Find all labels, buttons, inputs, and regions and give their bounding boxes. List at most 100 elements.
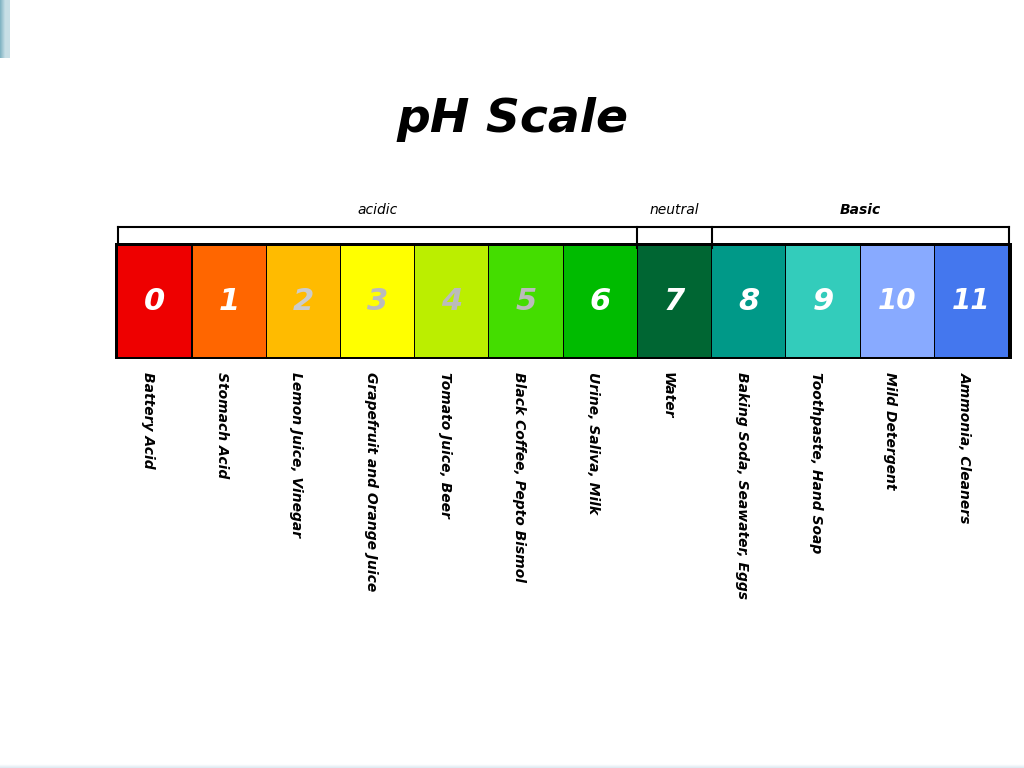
Text: 0: 0	[144, 287, 166, 316]
Bar	[3, 0, 8, 58]
Bar	[1, 0, 6, 58]
Bar	[0, 761, 1024, 765]
Bar	[4, 0, 9, 58]
Bar	[0, 761, 1024, 765]
Bar	[0, 763, 1024, 766]
Bar	[4, 0, 9, 58]
Bar	[0, 763, 1024, 767]
Bar	[935, 246, 1008, 357]
Bar	[3, 0, 8, 58]
Bar	[0, 763, 1024, 766]
Bar	[1, 0, 6, 58]
Bar	[2, 0, 7, 58]
Bar	[0, 762, 1024, 766]
Bar	[0, 762, 1024, 766]
Bar	[0, 762, 1024, 766]
Bar	[3, 0, 8, 58]
Text: Water: Water	[660, 372, 675, 419]
Bar	[2, 0, 7, 58]
Bar	[0, 763, 1024, 766]
Bar	[0, 761, 1024, 765]
Text: Black Coffee, Pepto Bismol: Black Coffee, Pepto Bismol	[512, 372, 526, 582]
Bar	[0, 762, 1024, 766]
Bar	[0, 763, 1024, 767]
Bar	[0, 762, 1024, 766]
Bar	[0, 763, 1024, 767]
Bar	[0, 761, 1024, 765]
Bar	[5, 0, 10, 58]
Bar	[0, 761, 1024, 765]
Bar	[4, 0, 9, 58]
Bar	[1, 0, 6, 58]
Bar	[1, 0, 6, 58]
Bar	[4, 0, 9, 58]
Bar	[0, 761, 1024, 765]
Bar	[0, 763, 1024, 767]
Bar	[0, 0, 5, 58]
Bar	[4, 0, 9, 58]
Bar	[0, 761, 1024, 765]
Bar	[0, 763, 1024, 767]
Bar	[3, 0, 8, 58]
Bar	[3, 0, 8, 58]
Bar	[3, 0, 8, 58]
Bar	[2, 0, 7, 58]
Bar	[0, 761, 1024, 765]
Bar	[4, 0, 9, 58]
Bar	[786, 246, 859, 357]
Bar	[0, 764, 1024, 768]
Bar	[2, 0, 7, 58]
Bar	[0, 761, 1024, 765]
Bar	[0, 762, 1024, 766]
Bar	[5, 0, 10, 58]
Bar	[0, 760, 1024, 764]
Bar	[0, 760, 1024, 764]
Bar	[0, 763, 1024, 766]
Text: Urine, Saliva, Milk: Urine, Saliva, Milk	[587, 372, 600, 515]
Bar	[0, 763, 1024, 767]
Bar	[0, 762, 1024, 766]
Bar	[3, 0, 8, 58]
Bar	[3, 0, 8, 58]
Bar	[2, 0, 7, 58]
Bar	[0, 763, 1024, 767]
Bar	[0, 762, 1024, 766]
Bar	[0, 763, 1024, 767]
Bar	[0, 763, 1024, 767]
Bar	[2, 0, 7, 58]
Bar	[3, 0, 8, 58]
Text: 3: 3	[367, 287, 388, 316]
Bar	[0, 763, 1024, 767]
Bar	[1, 0, 6, 58]
Bar	[4, 0, 9, 58]
Bar	[4, 0, 9, 58]
Bar	[0, 763, 1024, 766]
Bar	[0, 761, 1024, 765]
Bar	[0, 761, 1024, 765]
Bar	[4, 0, 9, 58]
Bar	[0, 761, 1024, 765]
Bar	[2, 0, 7, 58]
Bar	[0, 760, 1024, 764]
Bar	[0, 763, 1024, 766]
Bar	[4, 0, 9, 58]
Bar	[1, 0, 6, 58]
Bar	[1, 0, 6, 58]
Bar	[2, 0, 7, 58]
Bar	[0, 764, 1024, 768]
Bar	[563, 246, 637, 357]
Bar	[4, 0, 9, 58]
Bar	[5, 0, 10, 58]
Bar	[3, 0, 8, 58]
Bar	[0, 762, 1024, 766]
Bar	[0, 0, 5, 58]
Bar	[0, 764, 1024, 768]
Bar	[4, 0, 9, 58]
Bar	[0, 760, 1024, 764]
Bar	[4, 0, 9, 58]
Bar	[0, 762, 1024, 766]
Bar	[0, 761, 1024, 765]
Text: pH Scale: pH Scale	[396, 97, 628, 141]
Text: Baking Soda, Seawater, Eggs: Baking Soda, Seawater, Eggs	[735, 372, 749, 600]
Bar	[0, 764, 1024, 768]
